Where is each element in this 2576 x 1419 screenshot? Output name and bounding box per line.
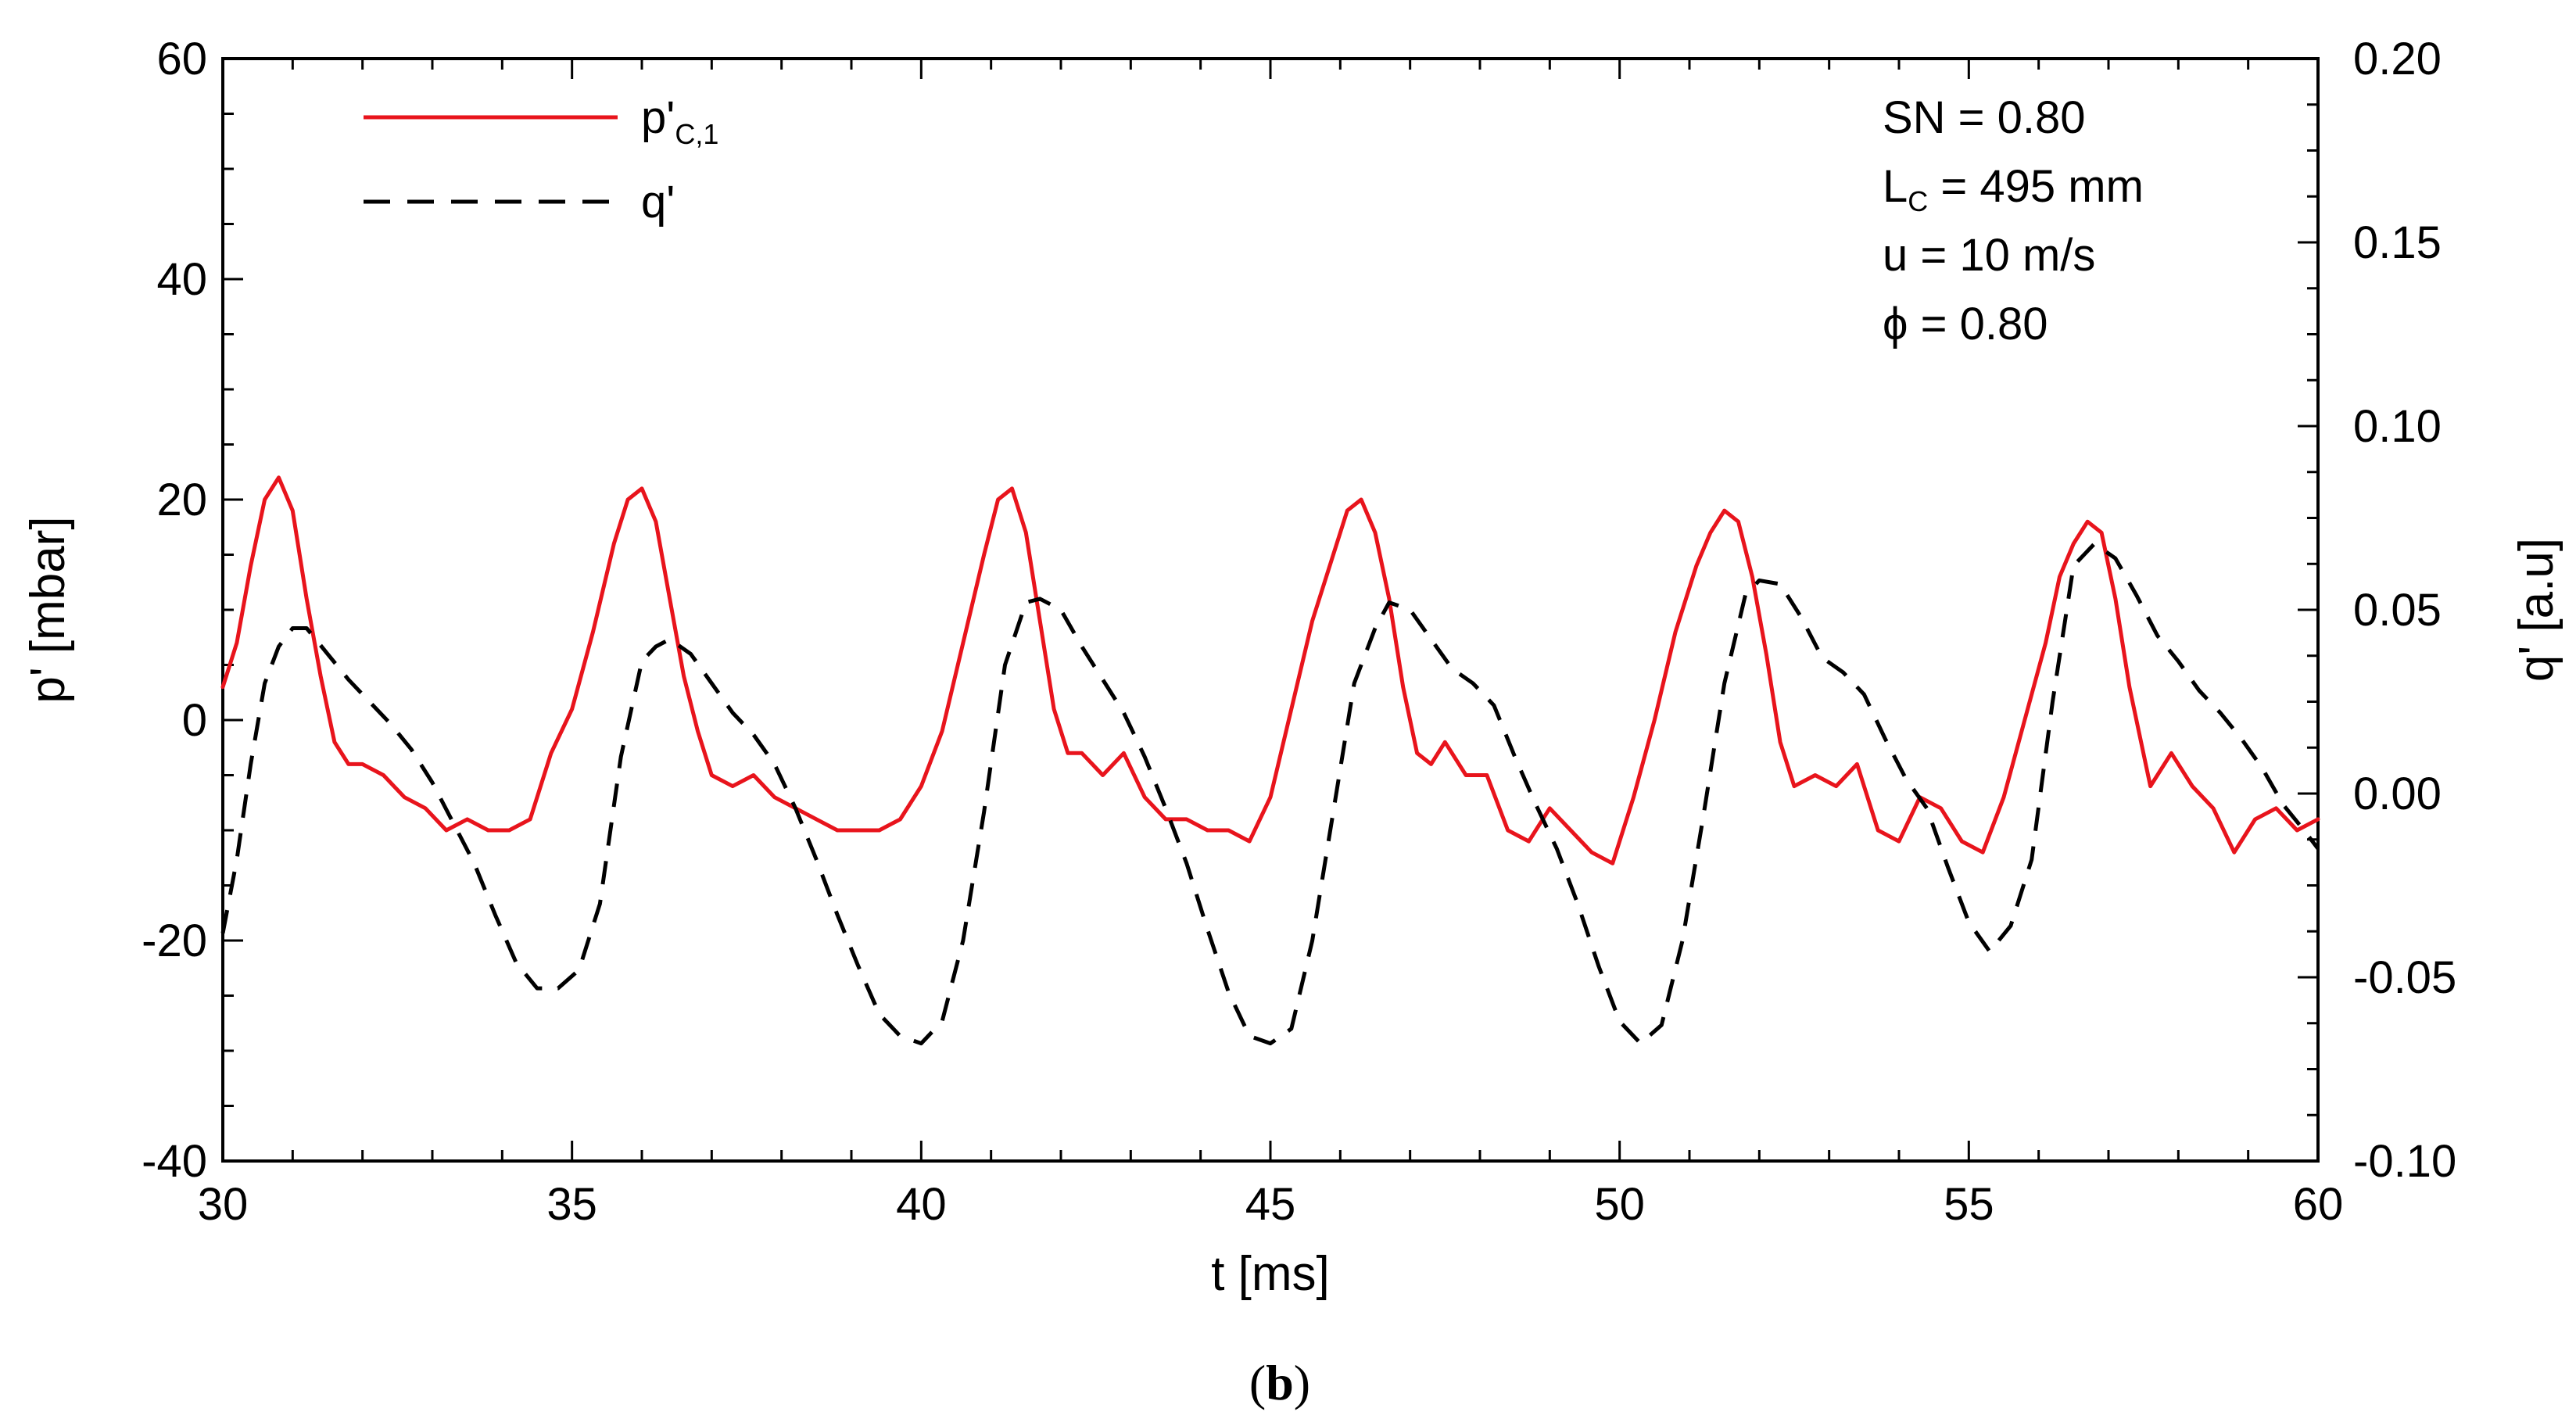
- series-layer: [220, 475, 2320, 1046]
- y-right-tick-label: 0.20: [2353, 34, 2442, 84]
- x-axis-title: t [ms]: [1211, 1247, 1330, 1301]
- y-left-tick-label: -40: [142, 1136, 207, 1187]
- caption-close: ): [1294, 1355, 1310, 1410]
- y-axis-left-title: p' [mbar]: [21, 516, 75, 703]
- y-right-tick-label: -0.05: [2353, 952, 2456, 1003]
- annotation-combustor-length: LC = 495 mm: [1883, 161, 2144, 217]
- axis-tick-labels: 30 35 40 45 50 55 60-40-200204060-0.10-0.050.0…: [142, 34, 2456, 1230]
- y-right-tick-label: 0.10: [2353, 401, 2442, 452]
- legend-label-pressure-sub: C,1: [675, 118, 718, 150]
- axis-ticks: [221, 57, 2320, 1163]
- annotation-swirl-number: SN = 0.80: [1883, 92, 2086, 143]
- x-tick-label: 50: [1594, 1179, 1645, 1230]
- y-left-tick-label: 60: [156, 34, 207, 84]
- caption-letter: b: [1266, 1355, 1294, 1410]
- annotation-box: SN = 0.80 LC = 495 mm u = 10 m/s ϕ = 0.8…: [1883, 92, 2144, 349]
- y-left-tick-label: -20: [142, 916, 207, 966]
- y-right-tick-label: 0.00: [2353, 769, 2442, 819]
- x-tick-label: 60: [2293, 1179, 2344, 1230]
- y-right-tick-label: 0.15: [2353, 217, 2442, 268]
- plot-frame: [221, 57, 2320, 1163]
- y-left-tick-label: 40: [156, 254, 207, 305]
- annotation-lc-main: L: [1883, 161, 1908, 212]
- x-tick-label: 45: [1245, 1179, 1296, 1230]
- legend-label-heat-release: q': [641, 177, 675, 228]
- x-tick-label: 30: [198, 1179, 249, 1230]
- series-line-pressure: [220, 475, 2320, 865]
- annotation-lc-sub: C: [1908, 185, 1928, 217]
- annotation-lc-rest: = 495 mm: [1928, 161, 2144, 212]
- x-tick-label: 40: [896, 1179, 947, 1230]
- legend-label-pressure-main: p': [641, 92, 675, 143]
- legend: p'C,1 q': [364, 92, 718, 228]
- y-left-tick-label: 20: [156, 475, 207, 525]
- y-right-tick-label: 0.05: [2353, 585, 2442, 636]
- x-tick-label: 55: [1944, 1179, 1994, 1230]
- y-left-tick-label: 0: [182, 695, 207, 746]
- series-line-heat-release: [220, 541, 2320, 1046]
- y-axis-right-title: q' [a.u]: [2510, 538, 2563, 682]
- x-tick-label: 35: [546, 1179, 597, 1230]
- legend-label-pressure: p'C,1: [641, 92, 718, 150]
- figure-caption: (b): [1249, 1355, 1310, 1410]
- caption-open: (: [1249, 1355, 1266, 1410]
- annotation-velocity: u = 10 m/s: [1883, 230, 2095, 281]
- y-right-tick-label: -0.10: [2353, 1136, 2456, 1187]
- annotation-equivalence-ratio: ϕ = 0.80: [1883, 299, 2048, 349]
